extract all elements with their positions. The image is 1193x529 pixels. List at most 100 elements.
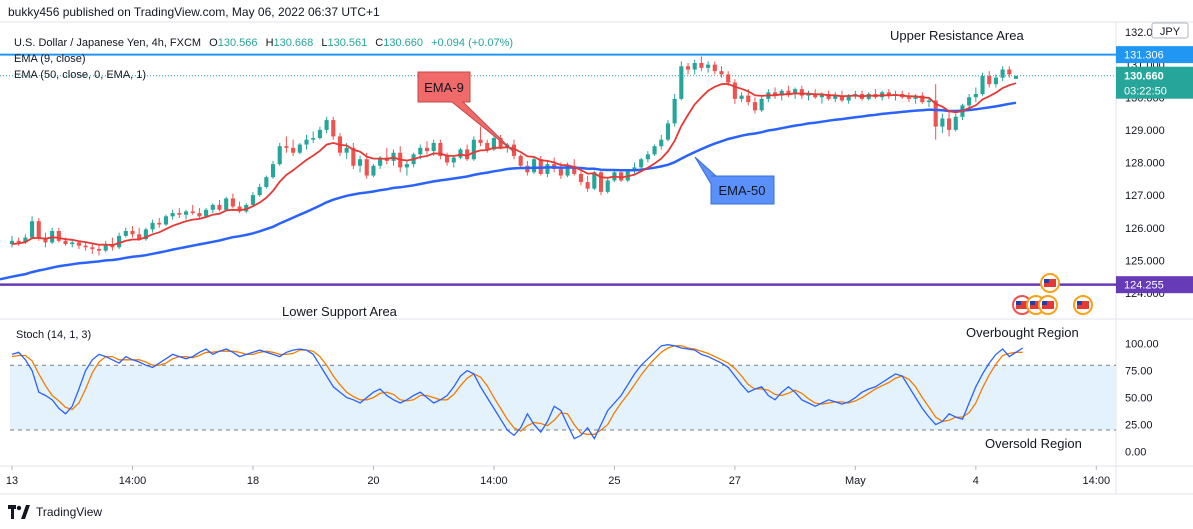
candle-body	[692, 62, 697, 70]
candle-body	[183, 211, 189, 215]
time-tick-label: 13	[6, 475, 18, 487]
flag-stripes-icon	[1044, 279, 1056, 287]
candle-body	[491, 138, 496, 150]
stoch-tick-label: 50.00	[1125, 393, 1153, 405]
legend-ema50: EMA (50, close, 0, EMA, 1)	[14, 69, 146, 81]
candle-body	[585, 182, 590, 189]
candle-body	[378, 157, 383, 166]
price-tick-label: 125.000	[1125, 255, 1165, 267]
candle-body	[465, 149, 470, 160]
flag-canton-icon	[1077, 301, 1082, 305]
publish-info: bukky456 published on TradingView.com, M…	[8, 5, 380, 19]
event-flag-icons[interactable]	[1012, 273, 1093, 315]
candle-body	[605, 180, 610, 192]
candle-body	[264, 177, 269, 187]
candle-body	[652, 146, 657, 155]
support-price-tag	[1116, 276, 1193, 294]
legend-ema9: EMA (9, close)	[14, 53, 86, 65]
candle-body	[364, 159, 369, 176]
candle-body	[404, 164, 409, 168]
candle-body	[270, 164, 276, 178]
candle-body	[759, 98, 764, 111]
candle-body	[137, 234, 142, 240]
candle-body	[311, 138, 316, 140]
candle-body	[839, 95, 845, 101]
time-tick-label: 27	[729, 475, 741, 487]
candle-body	[224, 198, 229, 210]
time-tick-label: 14:00	[119, 475, 147, 487]
stoch-tick-label: 0.00	[1125, 447, 1146, 459]
ema50-callout-text: EMA-50	[719, 183, 766, 198]
candle-body	[511, 144, 517, 156]
candle-body	[746, 95, 751, 103]
candle-body	[886, 92, 891, 96]
candle-body	[230, 198, 235, 207]
candle-body	[572, 165, 577, 174]
candlestick-series	[9, 56, 1019, 256]
candle-body	[833, 95, 838, 99]
candle-body	[123, 231, 128, 236]
time-tick-label: 14:00	[480, 475, 508, 487]
candle-body	[672, 98, 677, 124]
overbought-label: Overbought Region	[966, 325, 1079, 340]
flag-stripes-icon	[1042, 301, 1054, 309]
candle-body	[331, 120, 336, 137]
ema9-callout: EMA-9	[417, 71, 515, 153]
candle-body	[712, 64, 717, 72]
footer-brand-text: TradingView	[36, 505, 103, 519]
oversold-label: Oversold Region	[985, 436, 1082, 451]
candle-body	[786, 90, 791, 94]
countdown-value: 03:22:50	[1124, 86, 1167, 98]
candle-body	[478, 139, 483, 143]
candle-body	[772, 92, 778, 96]
candle-body	[1007, 69, 1012, 75]
candle-body	[598, 172, 604, 192]
candle-body	[217, 204, 222, 210]
candle-body	[70, 242, 75, 245]
candle-body	[157, 222, 162, 225]
upper-resistance-label: Upper Resistance Area	[890, 28, 1024, 43]
flag-canton-icon	[1030, 301, 1035, 305]
candle-body	[143, 229, 148, 240]
price-labels: JPY 131.306 130.660 03:22:50 124.255	[1116, 22, 1193, 294]
resistance-price-tag	[1116, 46, 1193, 64]
candle-body	[933, 100, 938, 127]
ema9-callout-text: EMA-9	[424, 80, 464, 95]
time-tick-label: 20	[367, 475, 379, 487]
candle-body	[485, 142, 490, 150]
candle-body	[926, 100, 932, 103]
candle-body	[103, 244, 108, 251]
candle-body	[726, 74, 731, 83]
candle-body	[344, 147, 349, 153]
price-tick-label: 128.000	[1125, 158, 1165, 170]
candle-body	[83, 245, 88, 248]
stoch-k-line	[11, 344, 1024, 440]
flag-stripes-icon	[1016, 301, 1028, 309]
candle-body	[699, 62, 704, 68]
candle-body	[257, 186, 262, 196]
candle-body	[940, 118, 945, 127]
candle-body	[639, 159, 644, 168]
candle-body	[545, 164, 550, 174]
candle-body	[685, 66, 691, 70]
candle-body	[96, 248, 102, 251]
candle-body	[297, 144, 302, 153]
candle-body	[357, 159, 363, 166]
candle-body	[732, 82, 737, 99]
candle-body	[458, 149, 463, 158]
stoch-title: Stoch (14, 1, 3)	[16, 329, 91, 341]
currency-label: JPY	[1160, 26, 1181, 38]
candle-body	[532, 159, 537, 173]
stoch-axis[interactable]: 100.00 75.00 50.00 25.00 0.00	[1125, 339, 1159, 459]
stoch-tick-label: 25.00	[1125, 420, 1153, 432]
candle-body	[324, 120, 329, 130]
flag-canton-icon	[1044, 279, 1049, 283]
flag-canton-icon	[1042, 301, 1047, 305]
support-price-value: 124.255	[1124, 280, 1164, 292]
candle-body	[1013, 75, 1019, 79]
candle-body	[799, 89, 804, 96]
flag-stripes-icon	[1030, 301, 1042, 309]
candle-body	[826, 93, 831, 99]
